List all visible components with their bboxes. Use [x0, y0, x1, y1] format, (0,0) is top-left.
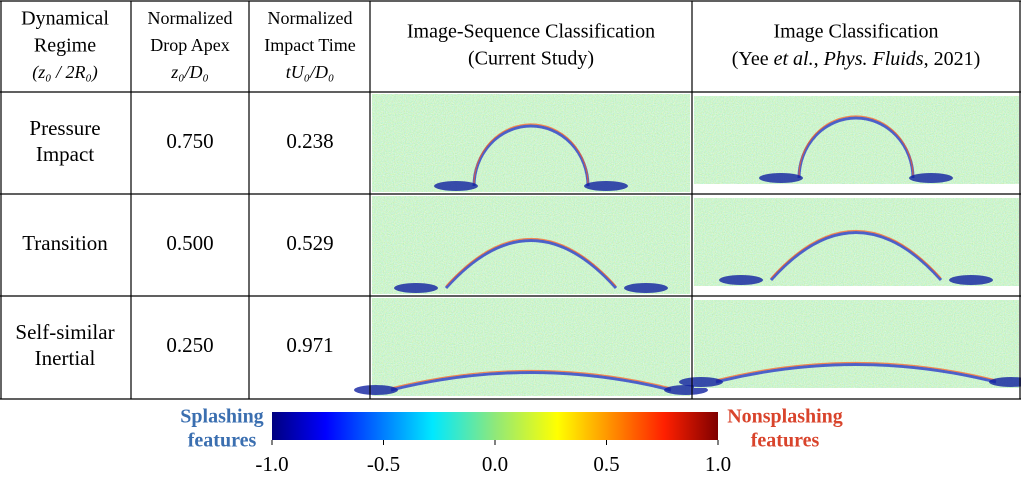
- regime-label: Transition: [22, 231, 108, 255]
- splash-blob: [394, 283, 438, 293]
- splash-blob: [909, 173, 953, 183]
- regime-label: Impact: [36, 142, 94, 166]
- header-current: (Current Study): [468, 48, 594, 70]
- splash-blob: [949, 275, 993, 285]
- header-current: Image-Sequence Classification: [407, 21, 655, 43]
- header-prior-title: Image Classification: [774, 21, 939, 43]
- saliency-image: [372, 298, 690, 396]
- saliency-image: [694, 198, 1019, 286]
- drop-apex: 0.750: [166, 129, 213, 153]
- splash-blob: [584, 181, 628, 191]
- impact-time: 0.971: [286, 333, 333, 357]
- colorbar-tick-label: 1.0: [705, 452, 731, 476]
- splash-arc: [445, 237, 617, 287]
- header-apex: Drop Apex: [150, 35, 230, 55]
- regime-label: Pressure: [29, 116, 100, 140]
- saliency-maps: [354, 94, 1021, 396]
- regime-label: Inertial: [35, 346, 96, 370]
- splash-arc: [769, 231, 943, 282]
- drop-apex: 0.500: [166, 231, 213, 255]
- colorbar-tick-label: 0.5: [593, 452, 619, 476]
- splash-blob: [719, 275, 763, 285]
- splash-arc: [390, 371, 672, 392]
- colorbar-tick-label: -0.5: [367, 452, 400, 476]
- splash-blob: [434, 181, 478, 191]
- splash-arc: [473, 123, 589, 185]
- splash-blob: [679, 377, 723, 387]
- saliency-image: [372, 196, 690, 294]
- header-time: Impact Time: [264, 35, 356, 55]
- drop-apex: 0.250: [166, 333, 213, 357]
- header-regime: Regime: [34, 35, 96, 57]
- header-regime: (z₀ / 2R₀): [32, 62, 98, 83]
- splash-arc: [715, 363, 997, 384]
- impact-time: 0.529: [286, 231, 333, 255]
- splash-arc: [798, 115, 914, 177]
- colorbar: [272, 412, 718, 440]
- header-apex: Normalized: [148, 8, 233, 28]
- splash-blob: [759, 173, 803, 183]
- colorbar-left-label: Splashing: [180, 406, 263, 428]
- saliency-image: [372, 94, 690, 192]
- impact-time: 0.238: [286, 129, 333, 153]
- header-time: Normalized: [268, 8, 353, 28]
- header-regime: Dynamical: [21, 8, 109, 30]
- header-apex: z₀/D₀: [170, 62, 209, 82]
- splash-arc: [444, 239, 618, 290]
- colorbar-tick-label: 0.0: [482, 452, 508, 476]
- colorbar-left-label: features: [188, 430, 257, 452]
- splash-blob: [624, 283, 668, 293]
- header-time: tU₀/D₀: [286, 62, 335, 82]
- header-prior-citation: (Yee et al., Phys. Fluids, 2021): [732, 48, 981, 70]
- splash-arc: [390, 369, 672, 389]
- regime-label: Self-similar: [15, 320, 114, 344]
- splash-arc: [472, 124, 590, 187]
- splash-arc: [770, 229, 942, 279]
- saliency-image: [694, 96, 1019, 184]
- colorbar-right-label: Nonsplashing: [727, 406, 843, 428]
- splash-arc: [715, 361, 997, 381]
- colorbar-tick-label: -1.0: [255, 452, 288, 476]
- table-grid: [0, 0, 1021, 400]
- colorbar-right-label: features: [751, 430, 820, 452]
- splash-blob: [989, 377, 1021, 387]
- splash-blob: [354, 385, 398, 395]
- splash-arc: [797, 116, 915, 179]
